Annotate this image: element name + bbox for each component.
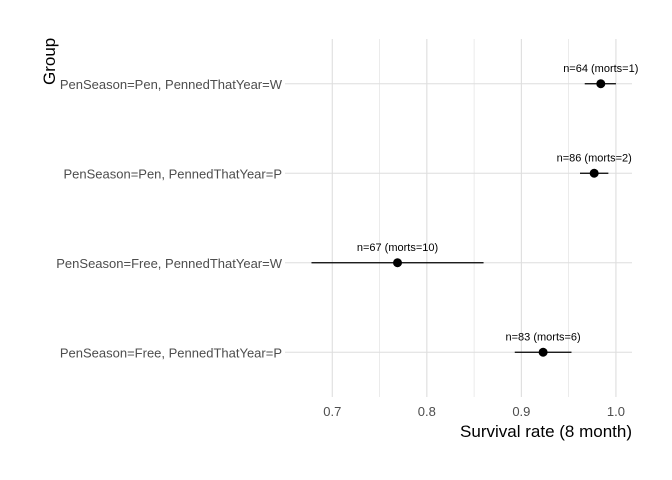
y-tick-label: PenSeason=Pen, PennedThatYear=W xyxy=(60,77,283,92)
x-tick-label: 0.8 xyxy=(418,404,436,419)
x-axis-title: Survival rate (8 month) xyxy=(460,422,632,441)
grid-lines xyxy=(285,39,632,397)
sample-size-label: n=83 (morts=6) xyxy=(506,331,581,343)
data-marks: n=64 (morts=1) n=86 (morts=2) n=67 (morts=… xyxy=(311,63,638,357)
estimate-point xyxy=(596,79,606,89)
estimate-point xyxy=(538,347,548,357)
estimate-point xyxy=(393,258,403,268)
estimate-point xyxy=(589,168,599,178)
y-tick-label: PenSeason=Free, PennedThatYear=W xyxy=(56,256,282,271)
sample-size-label: n=86 (morts=2) xyxy=(557,152,632,164)
x-tick-label: 1.0 xyxy=(607,404,625,419)
x-tick-label: 0.9 xyxy=(512,404,530,419)
y-tick-label: PenSeason=Pen, PennedThatYear=P xyxy=(63,166,282,181)
x-tick-label: 0.7 xyxy=(323,404,341,419)
y-tick-label: PenSeason=Free, PennedThatYear=P xyxy=(60,345,282,360)
y-tick-labels: PenSeason=Pen, PennedThatYear=W PenSeason… xyxy=(56,77,282,361)
y-axis-title: Group xyxy=(40,38,59,85)
sample-size-label: n=64 (morts=1) xyxy=(563,63,638,75)
sample-size-label: n=67 (morts=10) xyxy=(357,242,438,254)
x-tick-labels: 0.7 0.8 0.9 1.0 xyxy=(323,404,625,419)
